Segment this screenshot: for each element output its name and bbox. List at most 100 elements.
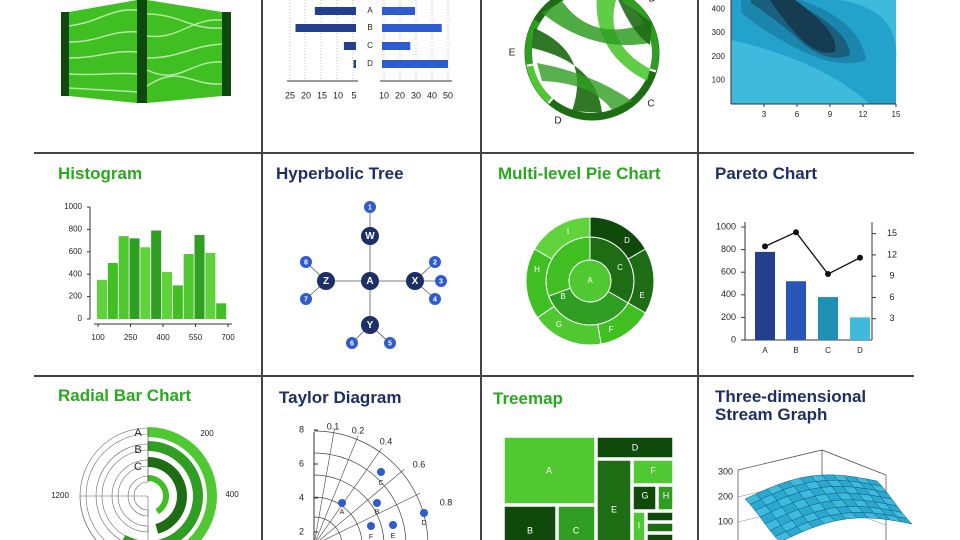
- butterfly-tick-right: 50: [443, 90, 453, 100]
- taylor-corr-label: 0.6: [413, 459, 426, 469]
- multipie-label: B: [560, 292, 565, 301]
- multipie-label: G: [556, 320, 562, 329]
- stream3d-z-tick-label: 200: [718, 491, 733, 501]
- contour-y-tick-label: 200: [712, 52, 726, 61]
- pareto-line-point: [825, 271, 831, 278]
- histogram-x-tick-label: 400: [156, 333, 170, 342]
- multipie-label: C: [617, 263, 623, 272]
- butterfly-tick-left: 25: [285, 90, 295, 100]
- pareto-y2-tick-label: 15: [887, 228, 897, 238]
- hyperbolic-node: [406, 272, 424, 290]
- taylor-radial: [319, 468, 405, 540]
- hyperbolic-leaf: [346, 337, 358, 349]
- radial-bar-tick-label: 1200: [51, 491, 69, 500]
- hyperbolic-node-label: A: [366, 276, 373, 287]
- treemap-label: B: [527, 525, 533, 535]
- pareto-y-tick-label: 1000: [716, 221, 736, 231]
- treemap-cell: [632, 485, 657, 511]
- contour-y-tick-label: 300: [712, 28, 726, 37]
- treemap-label: D: [632, 442, 639, 452]
- histogram-bar: [162, 271, 173, 319]
- sankey-flow-line: [68, 31, 138, 43]
- histogram-bar: [194, 235, 205, 319]
- multipie-label: H: [534, 265, 540, 274]
- histogram-y-tick-label: 200: [69, 292, 83, 301]
- histogram-bar: [172, 285, 183, 319]
- pareto-title: Pareto Chart: [715, 164, 818, 183]
- butterfly-category-label: D: [367, 59, 373, 68]
- pareto-y2-tick-label: 9: [889, 271, 894, 281]
- butterfly-bar-right: [382, 7, 415, 15]
- treemap-cell: [503, 505, 557, 540]
- taylor-corr-label: 0.2: [352, 425, 365, 435]
- pareto-chart: 0 200 400 600 800 1000 3 6 9 12 15 A B C D: [716, 221, 897, 355]
- radial-bar: [148, 427, 217, 540]
- sankey-flow-line: [146, 43, 223, 59]
- taylor-radial: [323, 493, 421, 540]
- histogram-y-tick-label: 400: [69, 269, 83, 278]
- hyperbolic-leaf: [300, 256, 312, 268]
- pareto-line-point: [762, 243, 768, 250]
- histogram-bar: [118, 236, 129, 319]
- chord-label: D: [648, 0, 655, 5]
- hyperbolic-leaf: [435, 275, 447, 287]
- taylor-corr-label: 0.8: [440, 497, 453, 507]
- taylor-point: [420, 509, 428, 517]
- taylor-radial: [315, 435, 359, 540]
- pareto-bar: [818, 297, 838, 340]
- treemap-label: C: [573, 525, 580, 535]
- histogram-title: Histogram: [58, 164, 143, 183]
- contour-x-tick-label: 6: [795, 110, 800, 119]
- taylor-y-tick-label: 8: [299, 424, 304, 434]
- taylor-point-label: B: [375, 509, 380, 516]
- histogram-y-tick-label: 800: [69, 225, 83, 234]
- histogram-bar: [205, 252, 216, 319]
- treemap-cell: [596, 436, 674, 459]
- taylor-arc: [313, 430, 429, 540]
- contour-x-tick-label: 12: [859, 110, 868, 119]
- hyperbolic-tree-title: Hyperbolic Tree: [276, 164, 404, 183]
- pareto-bar: [755, 251, 775, 340]
- pareto-y-tick-label: 800: [721, 244, 736, 254]
- stream3d-title-line1: Three-dimensional: [715, 387, 867, 406]
- multi-level-pie-title: Multi-level Pie Chart: [498, 164, 661, 183]
- chord-label: D: [554, 116, 561, 127]
- taylor-title: Taylor Diagram: [279, 388, 402, 407]
- histogram-bar: [216, 303, 227, 319]
- butterfly-bar-right: [382, 24, 442, 32]
- histogram-y-tick-label: 600: [69, 247, 83, 256]
- divider-v2: [480, 0, 482, 540]
- sankey-node-right: [222, 12, 231, 96]
- hyperbolic-node-label: W: [365, 231, 375, 242]
- histogram-chart: 0 200 400 600 800 1000 100 250 400 550 700: [64, 202, 235, 342]
- sankey-chart: [61, 0, 231, 103]
- hyperbolic-node: [317, 272, 335, 290]
- hyperbolic-node-label: X: [412, 276, 419, 287]
- treemap-cell: [657, 485, 674, 511]
- hyperbolic-leaf-label: 8: [304, 259, 308, 266]
- taylor-point: [338, 499, 346, 507]
- treemap-label: I: [638, 520, 641, 530]
- hyperbolic-leaf: [300, 293, 312, 305]
- histogram-x-tick-label: 550: [189, 333, 203, 342]
- histogram-x-tick-label: 100: [91, 333, 105, 342]
- taylor-point: [389, 521, 397, 529]
- radial-bar-tick-label: 400: [225, 490, 239, 499]
- butterfly-tick-right: 10: [379, 90, 389, 100]
- divider-h1: [34, 152, 914, 154]
- treemap-cell: [503, 436, 596, 505]
- butterfly-bar-left: [353, 60, 356, 68]
- hyperbolic-node-label: Z: [323, 276, 329, 287]
- taylor-point-label: D: [421, 520, 426, 527]
- contour-level: [770, 0, 836, 53]
- radial-bar-chart: ABC 200 400 1200: [51, 427, 239, 540]
- taylor-point-label: C: [378, 480, 383, 487]
- treemap-label: E: [611, 504, 617, 514]
- butterfly-tick-right: 40: [427, 90, 437, 100]
- taylor-radial: [314, 428, 335, 540]
- pareto-x-tick-label: C: [825, 346, 831, 355]
- stream3d-title-line2: Stream Graph: [715, 405, 828, 424]
- taylor-point-label: A: [340, 509, 345, 516]
- histogram-bar: [107, 263, 118, 319]
